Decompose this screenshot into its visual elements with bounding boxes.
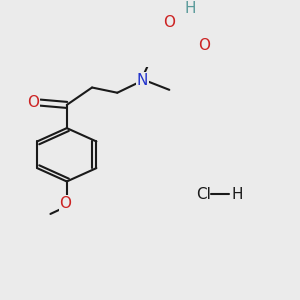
Text: O: O — [163, 15, 175, 30]
Text: H: H — [232, 187, 243, 202]
Text: O: O — [59, 196, 71, 211]
Text: Cl: Cl — [196, 187, 211, 202]
Text: H: H — [184, 1, 196, 16]
Text: O: O — [198, 38, 210, 53]
Text: N: N — [137, 73, 148, 88]
Text: O: O — [28, 94, 40, 110]
